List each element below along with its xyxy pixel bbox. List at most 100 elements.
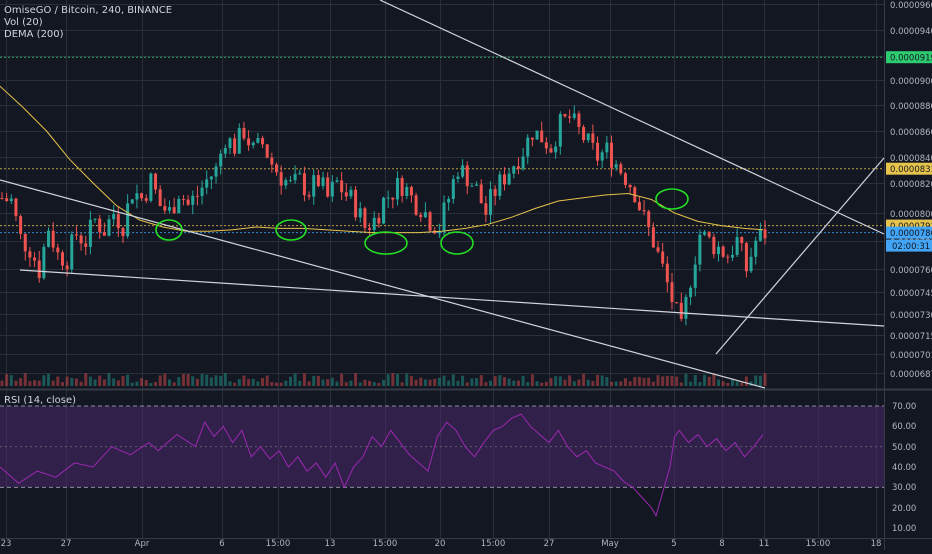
volume-bar [358,382,362,386]
rsi-tick-label: 60.00 [892,422,916,432]
time-tick-label: 5 [671,539,676,549]
candle-body [409,186,413,196]
price-tag [886,162,932,175]
price-tick-label: 0.0000960 [890,1,932,11]
candle-body [354,189,358,218]
volume-bar [754,375,758,386]
candle-body [512,166,516,174]
volume-bar [730,378,734,386]
rsi-tick-label: 50.00 [892,443,916,453]
candle-body [288,180,292,182]
volume-bar [419,377,423,386]
candle-body [609,142,613,168]
candle-body [707,231,711,237]
candle-body [679,302,683,319]
time-tick-label: 20 [435,539,446,549]
countdown-tag [886,239,932,252]
volume-bar [47,373,51,386]
volume-bar [726,382,730,386]
volume-bar [614,381,618,386]
candle-body [116,214,120,229]
candle-body [270,157,274,165]
candle-body [5,198,9,202]
candle-body [340,180,344,193]
candle-body [544,142,548,149]
volume-bar [628,381,632,386]
candle-body [670,282,674,303]
symbol-title[interactable]: OmiseGO / Bitcoin, 240, BINANCE [4,5,173,16]
candle-body [735,237,739,255]
candle-body [661,251,665,264]
candle-body [158,189,162,207]
candle-body [698,234,702,265]
circle-annotation[interactable] [275,219,307,241]
circle-annotation[interactable] [364,231,408,255]
candle-body [112,214,116,220]
volume-bar [693,374,697,386]
candle-body [233,138,237,154]
volume-bar [516,380,520,386]
volume-bar [530,374,534,386]
volume-bar [200,373,204,386]
volume-bar [749,381,753,386]
candle-body [568,116,572,118]
volume-bar [670,375,674,386]
candle-body [442,202,446,232]
volume-bar [684,373,688,386]
volume-bar [735,381,739,386]
volume-bar [456,380,460,386]
volume-bar [181,373,185,386]
rsi-tick-label: 10.00 [892,524,916,534]
volume-bar [321,379,325,386]
volume-bar [256,381,260,386]
volume-bar [307,381,311,386]
circle-annotation[interactable] [155,219,183,241]
volume-bar [558,376,562,386]
volume-indicator-label[interactable]: Vol (20) [4,17,43,28]
candle-body [489,189,493,215]
volume-bar [79,381,83,386]
candle-body [335,180,339,182]
volume-bar [228,381,232,386]
candle-body [465,165,469,187]
volume-bar [107,373,111,386]
candle-body [330,181,334,197]
volume-bar [507,378,511,386]
trendline[interactable] [715,157,885,355]
candle-body [642,210,646,212]
volume-bar [51,380,55,386]
volume-bar [60,382,64,386]
candle-body [628,184,632,188]
candle-body [200,187,204,197]
candle-body [177,198,181,214]
volume-bar [158,375,162,386]
candle-body [400,178,404,196]
candle-body [247,138,251,146]
trendline[interactable] [379,0,885,235]
candle-body [563,113,567,117]
volume-bar [512,380,516,386]
volume-bar [23,373,27,386]
volume-bar [437,377,441,386]
candle-body [307,195,311,197]
candle-body [51,230,55,248]
circle-annotation[interactable] [440,231,474,255]
circle-annotation[interactable] [655,188,689,210]
time-tick-label: 27 [61,539,72,549]
trendline[interactable] [0,179,766,389]
time-tick-label: 15:00 [481,539,506,549]
candle-body [242,128,246,139]
volume-bar [354,373,358,386]
volume-bar [447,380,451,386]
candle-body [730,254,734,258]
volume-bar [479,375,483,386]
candle-body [135,193,139,200]
rsi-label[interactable]: RSI (14, close) [4,395,77,406]
candle-body [154,173,158,190]
trendline[interactable] [19,269,885,327]
dema-indicator-label[interactable]: DEMA (200) [4,29,64,40]
volume-bar [689,381,693,386]
volume-bar [372,382,376,386]
